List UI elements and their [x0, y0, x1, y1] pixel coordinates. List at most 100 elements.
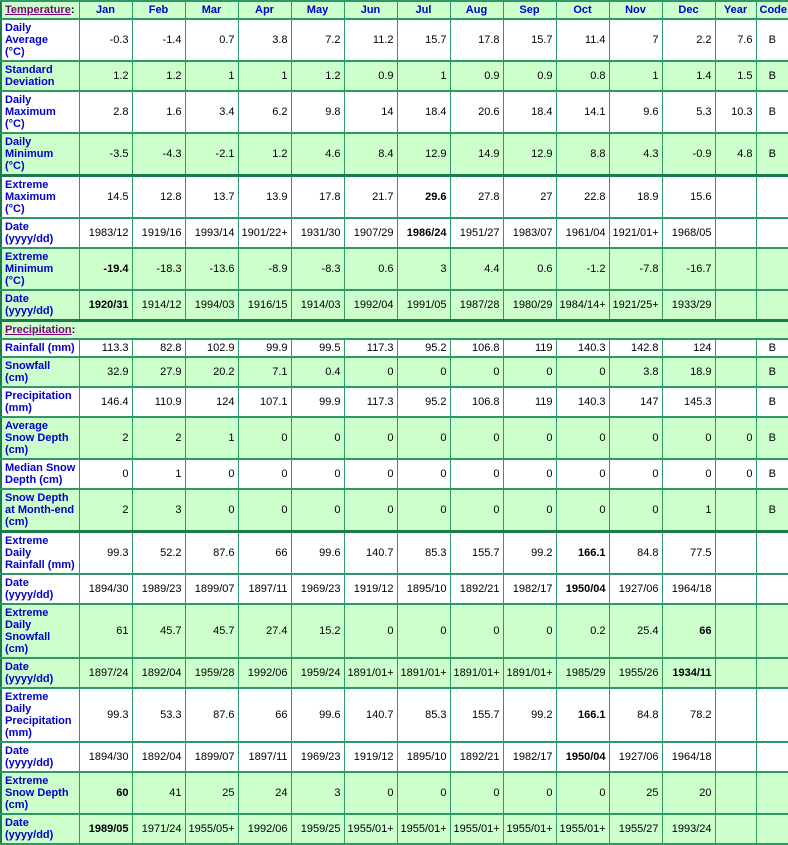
data-cell: 27.4 — [237, 603, 292, 659]
data-cell: 1985/29 — [555, 657, 610, 689]
data-cell: 0 — [343, 603, 398, 659]
data-cell: 99.5 — [290, 338, 345, 358]
row-label: Extreme Minimum (°C) — [0, 247, 80, 291]
data-cell: 1987/28 — [449, 289, 504, 322]
data-cell: 11.2 — [343, 18, 398, 62]
data-cell: -0.3 — [78, 18, 133, 62]
data-cell: 1919/16 — [131, 217, 186, 249]
data-cell: 95.2 — [396, 338, 451, 358]
data-cell: 2 — [131, 416, 186, 460]
data-cell: 12.9 — [396, 132, 451, 177]
row-label: Standard Deviation — [0, 60, 80, 92]
data-cell: 11.4 — [555, 18, 610, 62]
data-cell: 4.4 — [449, 247, 504, 291]
section-title-colon: : — [70, 4, 75, 16]
data-cell: 1892/04 — [131, 741, 186, 773]
data-cell: 1894/30 — [78, 741, 133, 773]
code-cell — [755, 771, 788, 815]
data-cell: 85.3 — [396, 687, 451, 743]
year-cell — [714, 356, 757, 388]
data-cell: 0 — [502, 488, 557, 533]
section-title-link-precipitation[interactable]: Precipitation — [5, 324, 72, 336]
column-header-apr: Apr — [237, 0, 292, 20]
data-cell: 45.7 — [131, 603, 186, 659]
data-cell: 1982/17 — [502, 741, 557, 773]
data-cell: 155.7 — [449, 530, 504, 575]
section-header-cell: Temperature: — [0, 0, 80, 20]
year-cell — [714, 174, 757, 219]
data-cell: 20 — [661, 771, 716, 815]
data-cell: 106.8 — [449, 338, 504, 358]
data-cell: 0 — [555, 488, 610, 533]
column-header-jun: Jun — [343, 0, 398, 20]
data-cell: 0 — [449, 416, 504, 460]
data-cell: 1964/18 — [661, 573, 716, 605]
data-cell: 0 — [502, 771, 557, 815]
data-cell: 5.3 — [661, 90, 716, 134]
code-cell: B — [755, 386, 788, 418]
data-cell: 2.8 — [78, 90, 133, 134]
data-cell: 1951/27 — [449, 217, 504, 249]
data-cell: 1895/10 — [396, 741, 451, 773]
data-cell: 106.8 — [449, 386, 504, 418]
section-title-colon: : — [71, 324, 76, 336]
data-cell: 18.4 — [396, 90, 451, 134]
data-cell: 0 — [502, 458, 557, 490]
data-cell: 1891/01+ — [502, 657, 557, 689]
code-cell: B — [755, 132, 788, 177]
code-cell: B — [755, 90, 788, 134]
data-cell: 1968/05 — [661, 217, 716, 249]
data-cell: 99.9 — [237, 338, 292, 358]
data-cell: 1955/01+ — [449, 813, 504, 845]
data-cell: 41 — [131, 771, 186, 815]
year-cell: 10.3 — [714, 90, 757, 134]
data-cell: 1959/24 — [290, 657, 345, 689]
data-cell: 0 — [78, 458, 133, 490]
column-header-feb: Feb — [131, 0, 186, 20]
data-cell: 9.8 — [290, 90, 345, 134]
row-label: Snow Depth at Month-end (cm) — [0, 488, 80, 533]
data-cell: 85.3 — [396, 530, 451, 575]
data-cell: 84.8 — [608, 530, 663, 575]
data-cell: 1897/11 — [237, 573, 292, 605]
table-row: Extreme Daily Rainfall (mm) 99.3 52.2 87.6 6… — [0, 530, 788, 575]
data-cell: 20.2 — [184, 356, 239, 388]
data-cell: 0 — [396, 416, 451, 460]
data-cell: 102.9 — [184, 338, 239, 358]
row-label: Daily Maximum (°C) — [0, 90, 80, 134]
data-cell: 0 — [449, 458, 504, 490]
data-cell: 1921/01+ — [608, 217, 663, 249]
data-cell: 1 — [608, 60, 663, 92]
table-row: Standard Deviation 1.2 1.2 1 1 1.2 0.9 1 0.9 0.9 0… — [0, 60, 788, 92]
data-cell: 0 — [343, 356, 398, 388]
year-cell — [714, 741, 757, 773]
data-cell: 15.6 — [661, 174, 716, 219]
table-row: Date (yyyy/dd) 1920/31 1914/12 1994/03 1916/… — [0, 289, 788, 322]
data-cell: 119 — [502, 338, 557, 358]
data-cell: 1955/01+ — [396, 813, 451, 845]
column-header-jul: Jul — [396, 0, 451, 20]
data-cell: 0 — [290, 416, 345, 460]
data-cell: 0 — [396, 488, 451, 533]
data-cell: 18.9 — [608, 174, 663, 219]
data-cell: 0 — [343, 771, 398, 815]
section-header-cell: Precipitation: — [0, 319, 788, 340]
data-cell: 3 — [290, 771, 345, 815]
column-header-aug: Aug — [449, 0, 504, 20]
row-label: Daily Average (°C) — [0, 18, 80, 62]
data-cell: 3.8 — [237, 18, 292, 62]
data-cell: 145.3 — [661, 386, 716, 418]
year-cell — [714, 488, 757, 533]
row-label: Snowfall (cm) — [0, 356, 80, 388]
year-cell — [714, 657, 757, 689]
section-title-link-temperature[interactable]: Temperature — [5, 4, 71, 16]
data-cell: -4.3 — [131, 132, 186, 177]
data-cell: 1892/04 — [131, 657, 186, 689]
data-cell: 14 — [343, 90, 398, 134]
data-cell: 1986/24 — [396, 217, 451, 249]
table-row: Snowfall (cm) 32.9 27.9 20.2 7.1 0.4 0 0 0 0 0 3.8 1… — [0, 356, 788, 388]
data-cell: 1914/03 — [290, 289, 345, 322]
table-row: Median Snow Depth (cm) 0 1 0 0 0 0 0 0 0 0 0 0 0 B — [0, 458, 788, 490]
data-cell: 18.4 — [502, 90, 557, 134]
data-cell: 147 — [608, 386, 663, 418]
